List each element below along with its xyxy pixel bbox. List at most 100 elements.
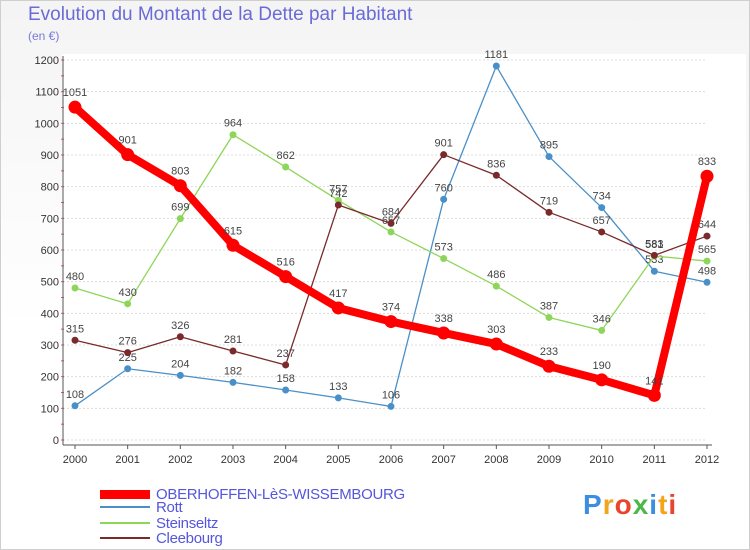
logo-letter: t (658, 489, 669, 520)
data-label-oberhoffen-l-s-wissembourg: 374 (382, 302, 400, 314)
y-tick-label: 1100 (35, 87, 59, 99)
data-point-cleebourg (71, 336, 79, 344)
data-label-oberhoffen-l-s-wissembourg: 901 (118, 135, 136, 147)
data-point-oberhoffen-l-s-wissembourg (121, 148, 135, 162)
data-point-cleebourg (124, 349, 132, 357)
data-label-cleebourg: 583 (645, 238, 663, 250)
data-label-oberhoffen-l-s-wissembourg: 615 (224, 225, 242, 237)
y-tick-label: 1000 (35, 118, 59, 130)
legend-swatch-oberhoffen (100, 489, 150, 499)
data-point-cleebourg (440, 151, 448, 159)
data-point-oberhoffen-l-s-wissembourg (68, 100, 82, 114)
data-label-rott: 106 (382, 389, 400, 401)
data-point-steinseltz (176, 215, 184, 223)
data-point-cleebourg (545, 208, 553, 216)
data-label-oberhoffen-l-s-wissembourg: 233 (540, 346, 558, 358)
data-point-rott (598, 204, 606, 212)
data-label-rott: 895 (540, 140, 558, 152)
legend-swatch-steinseltz (100, 522, 150, 524)
x-tick-label: 2010 (589, 454, 613, 466)
data-point-oberhoffen-l-s-wissembourg (279, 270, 293, 284)
logo-letter: o (614, 489, 633, 520)
data-point-rott (650, 267, 658, 275)
data-point-cleebourg (387, 219, 395, 227)
data-point-steinseltz (703, 257, 711, 265)
data-point-cleebourg (492, 171, 500, 179)
data-point-rott (282, 386, 290, 394)
data-point-cleebourg (598, 228, 606, 236)
y-tick-label: 0 (53, 435, 59, 447)
data-label-steinseltz: 346 (592, 313, 610, 325)
data-label-steinseltz: 581 (645, 239, 663, 251)
data-label-steinseltz: 699 (171, 202, 189, 214)
legend-item-oberhoffen: OBERHOFFEN-LèS-WISSEMBOURG (100, 486, 405, 503)
data-label-rott: 204 (171, 358, 189, 370)
data-label-cleebourg: 719 (540, 195, 558, 207)
data-point-steinseltz (492, 282, 500, 290)
data-label-oberhoffen-l-s-wissembourg: 417 (329, 288, 347, 300)
data-point-rott (492, 62, 500, 70)
y-tick-label: 200 (41, 372, 59, 384)
data-label-rott: 1181 (485, 49, 509, 61)
logo-letter: i (649, 489, 659, 520)
data-label-steinseltz: 486 (487, 269, 505, 281)
x-tick-label: 2011 (643, 454, 667, 466)
data-point-rott (71, 402, 79, 410)
legend-label-cleebourg: Cleebourg (156, 529, 223, 547)
data-label-oberhoffen-l-s-wissembourg: 303 (487, 324, 505, 336)
data-point-oberhoffen-l-s-wissembourg (173, 179, 187, 193)
legend-item-cleebourg: Cleebourg (100, 529, 223, 547)
x-tick-label: 2008 (484, 454, 508, 466)
logo-letter: r (602, 489, 615, 520)
data-point-rott (229, 378, 237, 386)
data-point-steinseltz (387, 228, 395, 236)
data-point-steinseltz (229, 131, 237, 139)
data-label-cleebourg: 836 (487, 158, 505, 170)
data-label-oberhoffen-l-s-wissembourg: 833 (698, 156, 716, 168)
data-label-rott: 734 (592, 191, 610, 203)
x-tick-label: 2006 (379, 454, 403, 466)
data-label-cleebourg: 742 (329, 188, 347, 200)
data-point-cleebourg (176, 333, 184, 341)
chart-title: Evolution du Montant de la Dette par Hab… (28, 4, 413, 25)
data-point-cleebourg (229, 347, 237, 355)
data-point-rott (124, 365, 132, 373)
data-point-cleebourg (703, 232, 711, 240)
y-tick-label: 100 (41, 403, 59, 415)
data-label-cleebourg: 276 (118, 336, 136, 348)
data-point-rott (387, 402, 395, 410)
data-point-steinseltz (124, 300, 132, 308)
data-point-oberhoffen-l-s-wissembourg (595, 373, 609, 387)
data-point-oberhoffen-l-s-wissembourg (226, 238, 240, 252)
x-tick-label: 2004 (273, 454, 297, 466)
data-label-steinseltz: 387 (540, 300, 558, 312)
data-label-rott: 498 (698, 265, 716, 277)
logo-letter: x (632, 489, 650, 520)
data-point-rott (440, 195, 448, 203)
data-point-oberhoffen-l-s-wissembourg (647, 388, 661, 402)
data-point-steinseltz (440, 255, 448, 263)
y-tick-label: 1200 (35, 55, 59, 67)
data-label-steinseltz: 757 (329, 183, 347, 195)
x-tick-label: 2000 (63, 454, 87, 466)
data-label-cleebourg: 657 (592, 215, 610, 227)
legend-item-steinseltz: Steinseltz (100, 515, 218, 532)
data-point-cleebourg (650, 251, 658, 259)
y-tick-label: 300 (41, 340, 59, 352)
data-label-steinseltz: 430 (118, 287, 136, 299)
x-tick-label: 2007 (431, 454, 455, 466)
data-label-cleebourg: 326 (171, 320, 189, 332)
data-label-oberhoffen-l-s-wissembourg: 1051 (63, 87, 87, 99)
x-tick-label: 2009 (537, 454, 561, 466)
data-label-oberhoffen-l-s-wissembourg: 141 (645, 375, 663, 387)
data-label-rott: 225 (118, 352, 136, 364)
logo-letter: P (583, 489, 603, 520)
data-label-rott: 182 (224, 365, 242, 377)
x-tick-label: 2003 (221, 454, 245, 466)
data-point-steinseltz (545, 313, 553, 321)
data-label-oberhoffen-l-s-wissembourg: 803 (171, 166, 189, 178)
data-label-oberhoffen-l-s-wissembourg: 190 (592, 360, 610, 372)
data-point-steinseltz (71, 284, 79, 292)
x-tick-label: 2002 (168, 454, 192, 466)
